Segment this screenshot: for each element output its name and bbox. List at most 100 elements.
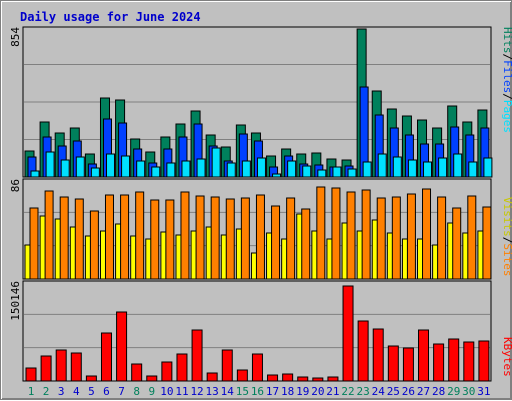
legend-entry: KBytes	[501, 337, 512, 377]
day-label: 21	[326, 385, 339, 398]
pages-bar	[90, 167, 100, 178]
pages-bar	[407, 159, 417, 178]
kbytes-bar	[418, 329, 430, 382]
pages-bar	[438, 157, 448, 178]
kbytes-bar	[25, 367, 37, 382]
sites-bar	[240, 197, 250, 280]
kbytes-bar	[297, 376, 309, 382]
sites-bar	[120, 194, 130, 280]
kbytes-bar	[251, 353, 263, 382]
kbytes-bar	[433, 343, 445, 382]
kbytes-bar	[236, 369, 248, 382]
sites-bar	[165, 199, 175, 280]
pages-bar	[151, 166, 161, 178]
pages-bar	[483, 157, 493, 178]
day-label: 10	[160, 385, 173, 398]
sites-bar	[195, 195, 205, 280]
sites-bar	[376, 197, 386, 280]
kbytes-bar	[372, 328, 384, 382]
pages-bar	[181, 160, 191, 178]
kbytes-max-label: 150146	[9, 281, 22, 321]
pages-bar	[453, 153, 463, 178]
day-label: 27	[417, 385, 430, 398]
kbytes-bar	[40, 355, 52, 382]
pages-bar	[136, 160, 146, 178]
sites-bar	[286, 197, 296, 280]
kbytes-bar	[282, 373, 294, 382]
day-label: 6	[103, 385, 110, 398]
sites-bar	[406, 193, 416, 280]
pages-bar	[166, 162, 176, 178]
sites-bar	[150, 199, 160, 280]
hits-files-pages-legend: Hits/Files/Pages	[501, 27, 512, 133]
kbytes-bar	[161, 361, 173, 382]
sites-bar	[467, 195, 477, 280]
sites-max-label: 86	[9, 179, 22, 192]
day-label: 30	[462, 385, 475, 398]
sites-bar	[225, 198, 235, 280]
kbytes-legend: KBytes	[501, 337, 512, 377]
pages-bar	[45, 151, 55, 178]
sites-bar	[482, 206, 492, 280]
kbytes-bar	[85, 375, 97, 382]
kbytes-bar	[100, 332, 112, 382]
sites-bar	[391, 196, 401, 280]
day-label: 8	[133, 385, 140, 398]
sites-bar	[301, 208, 311, 280]
legend-entry: /	[501, 237, 512, 244]
sites-bar	[59, 196, 69, 280]
day-label: 4	[73, 385, 80, 398]
day-label: 15	[236, 385, 249, 398]
day-label: 2	[43, 385, 50, 398]
chart-title: Daily usage for June 2024	[20, 10, 201, 24]
sites-bar	[255, 194, 265, 280]
kbytes-bar	[357, 320, 369, 382]
kbytes-bar	[402, 347, 414, 382]
sites-bar	[346, 191, 356, 280]
day-label: 23	[357, 385, 370, 398]
kbytes-bar	[312, 377, 324, 382]
pages-bar	[196, 158, 206, 178]
pages-bar	[377, 153, 387, 178]
day-label: 25	[387, 385, 400, 398]
kbytes-bar	[221, 349, 233, 382]
kbytes-bar	[448, 338, 460, 382]
day-label: 19	[296, 385, 309, 398]
day-label: 13	[206, 385, 219, 398]
day-label: 1	[28, 385, 35, 398]
hits-max-label: 854	[9, 27, 22, 47]
sites-bar	[89, 210, 99, 280]
pages-bar	[317, 169, 327, 178]
sites-bar	[422, 188, 432, 280]
sites-bar	[316, 186, 326, 280]
sites-visits-legend: Visits/Sites	[501, 197, 512, 277]
sites-bar	[44, 190, 54, 280]
day-label: 24	[372, 385, 386, 398]
pages-bar	[287, 160, 297, 178]
pages-bar	[392, 156, 402, 178]
kbytes-bar	[478, 340, 490, 382]
pages-bar	[105, 153, 115, 178]
kbytes-bar	[191, 329, 203, 382]
day-label: 20	[311, 385, 324, 398]
day-label: 12	[190, 385, 203, 398]
day-axis: 1 2 3 4 5 6 7 8 9 10 11 12 13 14 15 16 17 18 19 20 21 22 23 24 2…	[28, 385, 491, 398]
day-label: 17	[266, 385, 279, 398]
sites-bar	[361, 189, 371, 280]
day-label: 29	[447, 385, 460, 398]
day-label: 14	[221, 385, 235, 398]
kbytes-bar	[206, 372, 218, 382]
pages-bar	[256, 157, 266, 178]
kbytes-bar	[176, 353, 188, 382]
kbytes-bar	[267, 374, 279, 382]
sites-bar	[271, 205, 281, 280]
sites-bar	[331, 187, 341, 280]
day-label: 26	[402, 385, 415, 398]
legend-entry: Hits	[501, 27, 512, 54]
pages-bar	[332, 166, 342, 178]
sites-bar	[180, 191, 190, 280]
kbytes-bar	[342, 285, 354, 382]
pages-bar	[347, 168, 357, 178]
